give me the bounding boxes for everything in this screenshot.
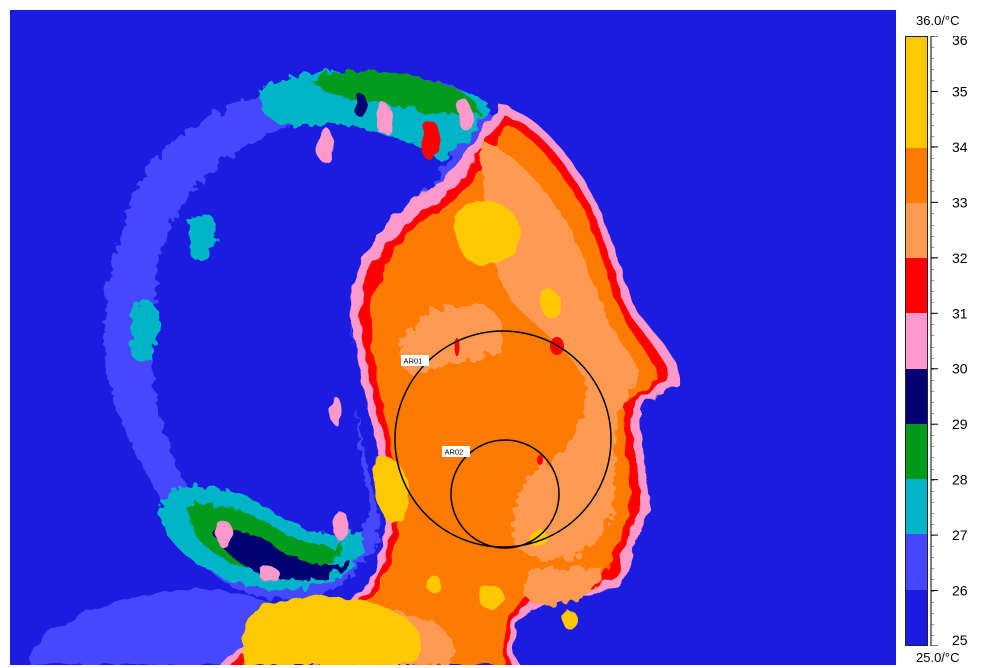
color-band [906,313,927,369]
thermal-image: AR01 AR02 [10,10,896,665]
scale-tick-label: 31 [952,305,968,321]
color-band [906,202,927,259]
scale-tick-label: 36 [952,36,968,48]
color-scale-ticks: 25 26 27 28 29 30 31 32 33 34 35 36 [930,36,968,646]
scale-min-label: 25.0/°C [916,650,960,665]
color-band [906,258,927,314]
color-band [906,479,927,535]
scale-tick-label: 35 [952,83,968,99]
color-band [906,37,927,93]
scale-tick-label: 27 [952,527,968,543]
color-band [906,423,927,480]
roi-label-ar02: AR02 [445,448,464,457]
color-band [906,147,927,203]
scale-tick-label: 32 [952,250,968,266]
scale-tick-label: 28 [952,472,968,488]
scale-tick-label: 30 [952,361,968,377]
color-band [906,589,927,645]
scale-tick-label: 33 [952,194,968,210]
roi-circle-ar01 [394,330,612,548]
color-band [906,368,927,424]
scale-tick-label: 34 [952,139,968,155]
roi-circle-ar02 [450,439,560,549]
scale-tick-label: 26 [952,583,968,599]
color-band [906,92,927,148]
roi-label-box-ar02 [442,446,470,457]
scale-max-label: 36.0/°C [916,13,960,28]
roi-label-box-ar01 [401,355,429,366]
scale-tick-label: 29 [952,416,968,432]
roi-label-ar01: AR01 [404,357,423,366]
thermal-face-profile-icon: AR01 AR02 [10,10,896,665]
color-band [906,534,927,590]
scale-tick-label: 25 [952,632,968,646]
color-scale-bar [905,36,928,646]
